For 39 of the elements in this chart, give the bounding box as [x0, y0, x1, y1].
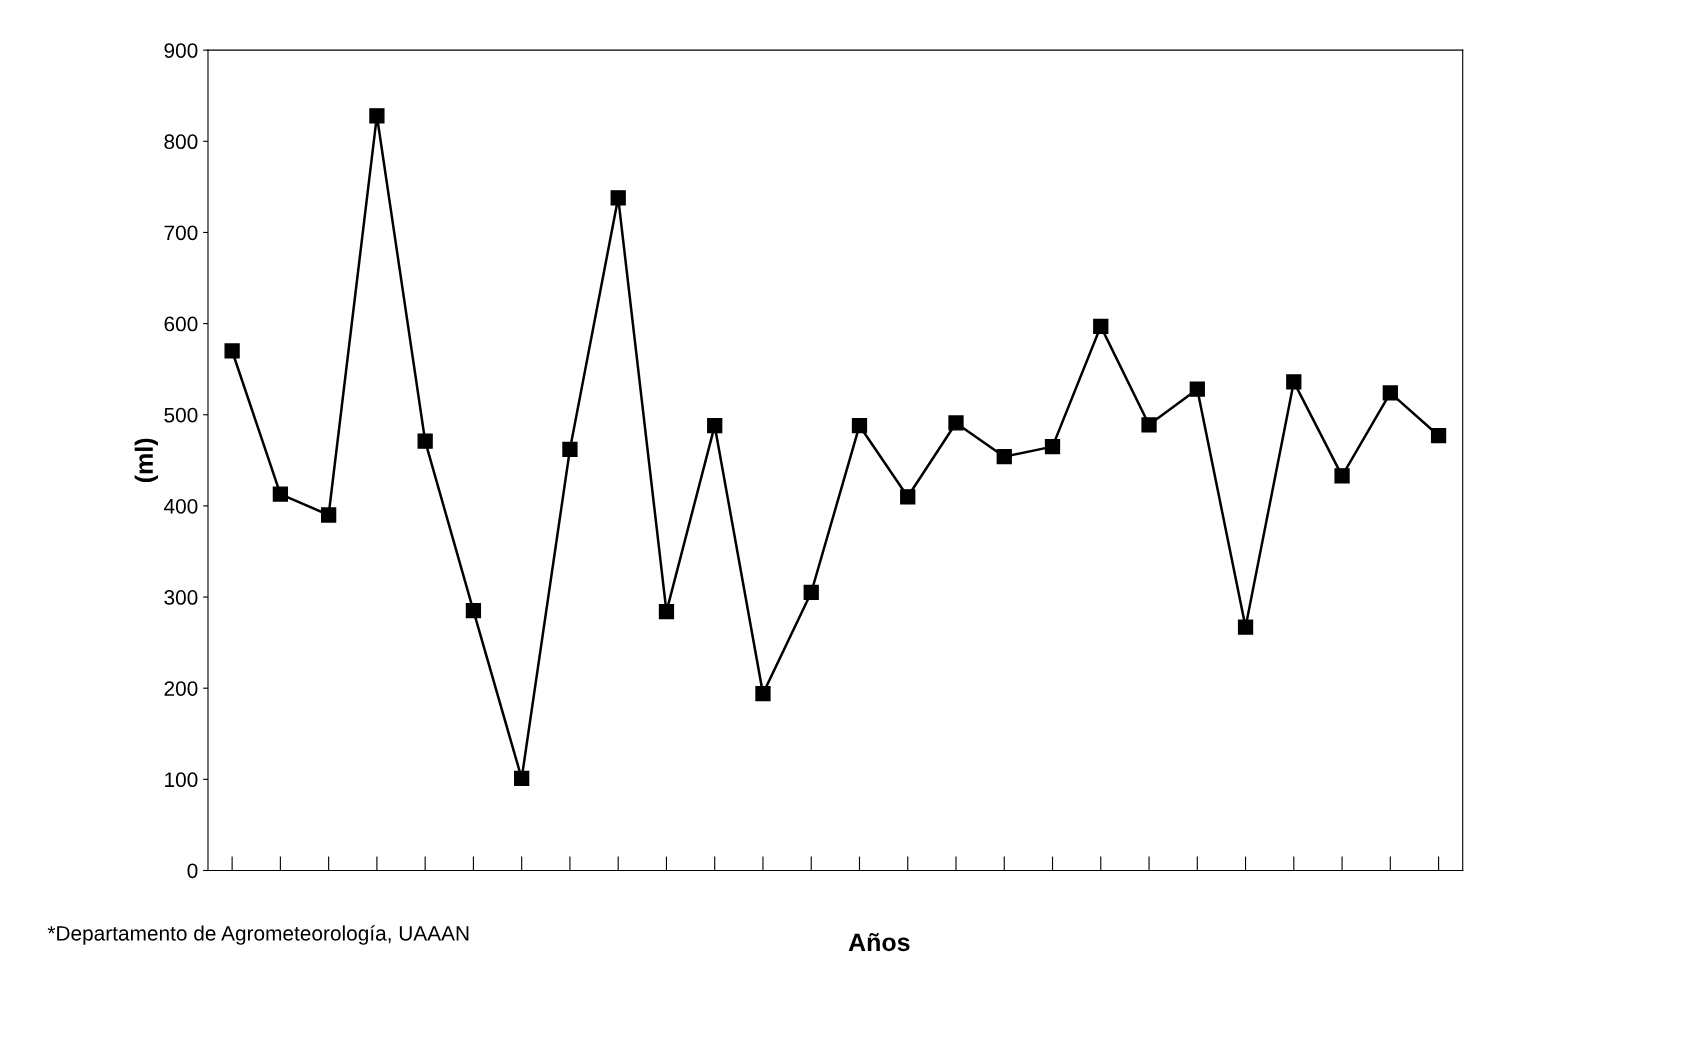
point [1044, 439, 1061, 455]
point [1334, 468, 1350, 484]
point [610, 190, 626, 206]
text: *Departamento de Agrometeorología, UAAAN [47, 925, 469, 945]
y-tick-label: 100 [165, 772, 198, 788]
point [1237, 619, 1254, 635]
y-tick-label: 200 [164, 681, 198, 696]
y-tick-label: 800 [164, 134, 198, 150]
point [803, 584, 819, 601]
point [369, 108, 385, 124]
point [658, 603, 675, 620]
point [320, 507, 337, 523]
point [417, 433, 433, 449]
point [1141, 417, 1157, 433]
point [465, 603, 482, 619]
point [1189, 381, 1205, 397]
point [224, 343, 240, 359]
y-tick-label: 500 [164, 407, 198, 423]
y-tick-label: 300 [164, 590, 198, 605]
point [562, 441, 578, 458]
point [1093, 318, 1109, 334]
point [755, 686, 771, 702]
x-axis-title: Años [848, 932, 910, 952]
point [851, 418, 868, 434]
point [900, 489, 916, 505]
point [272, 486, 289, 502]
point [996, 449, 1012, 465]
point [1286, 374, 1302, 390]
y-tick-label: 700 [164, 225, 198, 241]
y-tick-label: 600 [164, 316, 198, 332]
y-tick-label: 0 [187, 863, 198, 879]
point [1382, 385, 1398, 401]
y-axis-title: (ml) [134, 438, 158, 482]
point [948, 415, 964, 431]
point [514, 770, 530, 787]
point [707, 418, 723, 434]
y-tick-label: 900 [164, 43, 198, 58]
point [1430, 428, 1447, 444]
y-tick-label: 400 [163, 498, 198, 514]
